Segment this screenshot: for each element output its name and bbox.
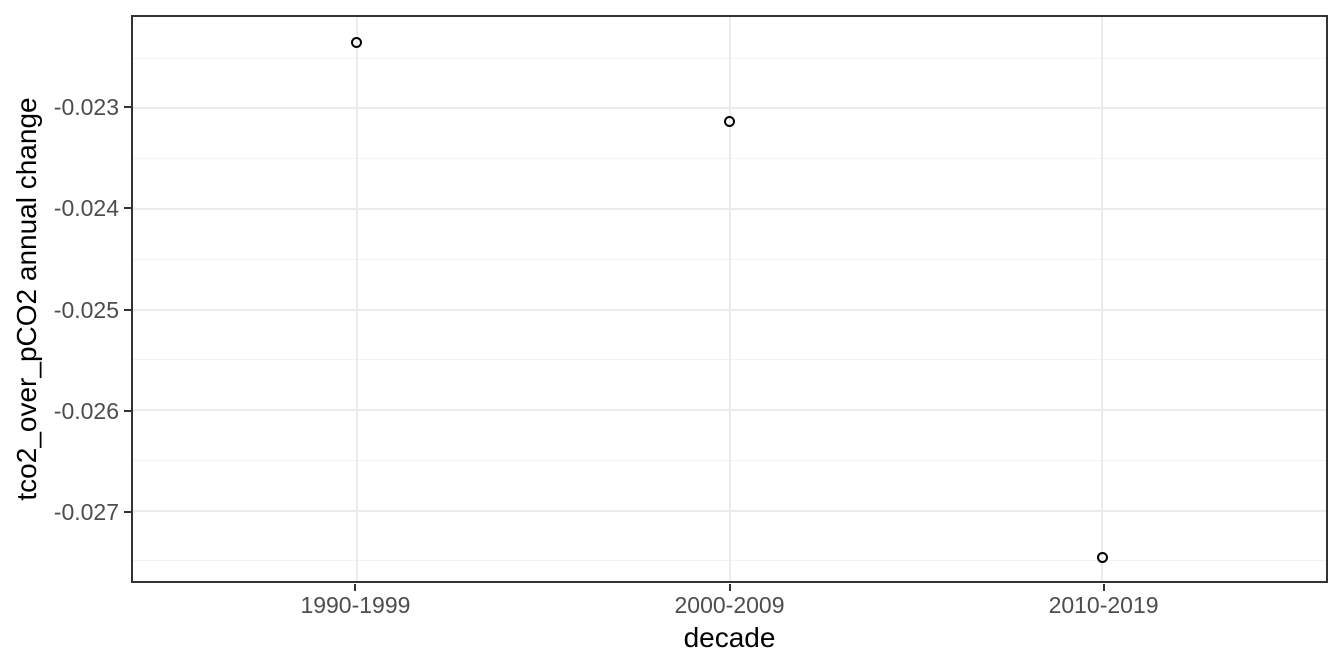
y-tick-label: -0.027 — [53, 499, 119, 526]
y-tick-label: -0.023 — [53, 94, 119, 121]
plot-panel — [131, 15, 1328, 583]
y-tick-label: -0.026 — [53, 397, 119, 424]
x-axis-title: decade — [683, 622, 776, 653]
gridline-major-x — [1101, 17, 1104, 581]
x-axis-tick — [1102, 584, 1105, 591]
y-tick-label: -0.025 — [53, 296, 119, 323]
x-axis-tick — [354, 584, 357, 591]
x-tick-label: 1990-1999 — [300, 592, 411, 618]
x-axis-tick — [728, 584, 731, 591]
data-point — [724, 116, 735, 128]
x-tick-label: 2000-2009 — [674, 592, 785, 618]
y-tick-label: -0.024 — [53, 195, 119, 222]
gridline-major-x — [728, 17, 731, 581]
y-axis-tick — [124, 409, 131, 412]
x-tick-label: 2010-2019 — [1048, 592, 1159, 618]
data-point — [1096, 552, 1108, 564]
y-axis-tick — [124, 207, 131, 210]
gridline-major-x — [355, 17, 358, 581]
data-point — [351, 36, 363, 48]
y-axis-tick — [124, 106, 131, 109]
y-axis-tick — [124, 511, 131, 514]
y-axis-tick — [124, 308, 131, 311]
